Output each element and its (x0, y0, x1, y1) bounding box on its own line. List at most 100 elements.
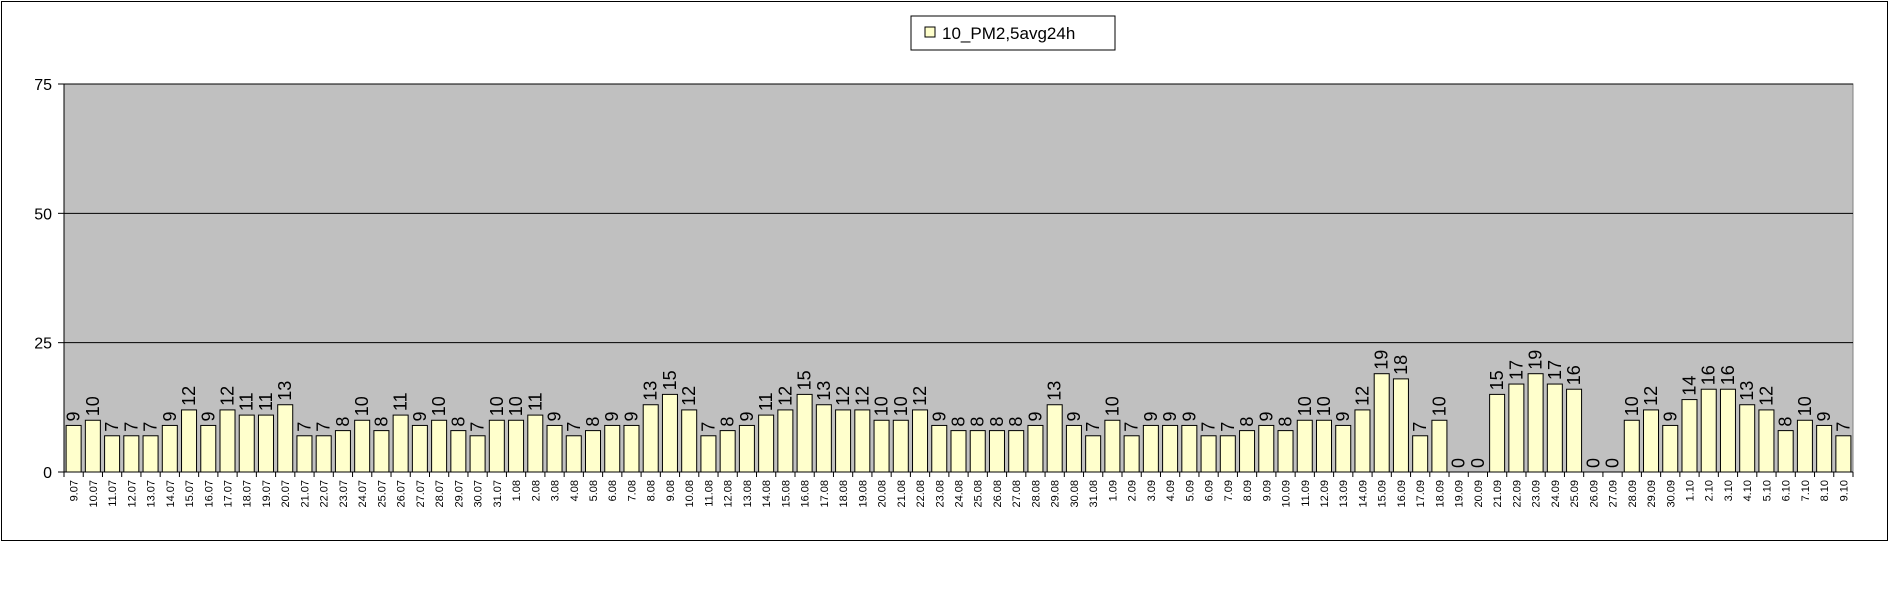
bar (84, 419, 101, 473)
bar (1431, 419, 1448, 473)
bar (1085, 435, 1102, 473)
x-tick-label: 29.07 (453, 480, 465, 508)
bar (700, 435, 717, 473)
bar (892, 419, 909, 473)
data-label: 9 (64, 411, 84, 421)
bar (315, 435, 332, 473)
x-tick-label: 13.08 (742, 480, 754, 508)
bar (1065, 424, 1082, 473)
data-label: 12 (1756, 386, 1776, 406)
data-label: 11 (756, 392, 776, 411)
bar (854, 409, 871, 473)
x-tick-label: 17.09 (1415, 480, 1427, 508)
data-label: 9 (621, 411, 641, 421)
x-tick-label: 1.08 (511, 480, 523, 501)
data-label: 10 (429, 396, 449, 416)
data-label: 8 (448, 417, 468, 427)
data-label: 12 (833, 386, 853, 406)
x-tick-label: 20.07 (280, 480, 292, 508)
x-tick-label: 21.07 (299, 480, 311, 508)
x-tick-label: 28.09 (1627, 480, 1639, 508)
data-label: 8 (968, 417, 988, 427)
bar (65, 424, 82, 473)
x-tick-label: 8.10 (1819, 480, 1831, 501)
bar (758, 414, 775, 473)
data-label: 10 (83, 396, 103, 416)
data-label: 10 (1622, 396, 1642, 416)
data-label: 9 (1141, 411, 1161, 421)
data-label: 9 (1333, 411, 1353, 421)
x-tick-label: 19.09 (1454, 480, 1466, 508)
x-tick-label: 6.08 (607, 480, 619, 501)
x-tick-label: 16.07 (203, 480, 215, 508)
legend: 10_PM2,5avg24h (910, 15, 1116, 51)
bar (1123, 435, 1140, 473)
bar (1527, 373, 1544, 473)
x-tick-label: 27.09 (1608, 480, 1620, 508)
y-tick-label: 25 (34, 336, 52, 353)
bar (1008, 430, 1025, 473)
x-tick-label: 1.10 (1684, 480, 1696, 501)
x-tick-label: 18.09 (1434, 480, 1446, 508)
bar (1258, 424, 1275, 473)
data-label: 9 (410, 411, 430, 421)
y-axis-ticks: 0 25 50 75 (34, 77, 64, 482)
x-tick-label: 7.08 (626, 480, 638, 501)
x-tick-label: 20.09 (1473, 480, 1485, 508)
bar (1739, 404, 1756, 473)
data-label: 8 (583, 417, 603, 427)
bar (1758, 409, 1775, 473)
bar (181, 409, 198, 473)
x-tick-label: 19.07 (261, 480, 273, 508)
x-tick-label: 17.08 (819, 480, 831, 508)
bar (277, 404, 294, 473)
x-tick-label: 10.07 (88, 480, 100, 508)
data-label: 9 (1025, 411, 1045, 421)
bar (161, 424, 178, 473)
x-tick-label: 12.08 (723, 480, 735, 508)
bar (565, 435, 582, 473)
y-tick-label: 50 (34, 206, 52, 223)
data-label: 12 (218, 386, 238, 406)
data-label: 9 (1256, 411, 1276, 421)
data-label: 12 (179, 386, 199, 406)
x-tick-label: 2.09 (1127, 480, 1139, 501)
data-label: 18 (1391, 355, 1411, 375)
bar (1643, 409, 1660, 473)
data-label: 16 (1564, 365, 1584, 385)
bar (104, 435, 121, 473)
x-tick-label: 29.08 (1050, 480, 1062, 508)
x-tick-label: 4.08 (569, 480, 581, 501)
plot-area (63, 83, 1854, 473)
x-tick-label: 7.10 (1800, 480, 1812, 501)
x-tick-label: 4.10 (1742, 480, 1754, 501)
x-tick-label: 3.08 (550, 480, 562, 501)
bar (777, 409, 794, 473)
bar (1662, 424, 1679, 473)
data-label: 9 (929, 411, 949, 421)
data-label: 7 (1122, 422, 1142, 432)
x-tick-label: 18.08 (838, 480, 850, 508)
data-label: 9 (1160, 411, 1180, 421)
data-label: 9 (602, 411, 622, 421)
bar (1296, 419, 1313, 473)
x-tick-label: 28.08 (1030, 480, 1042, 508)
data-label: 16 (1718, 365, 1738, 385)
x-tick-label: 5.08 (588, 480, 600, 501)
x-tick-label: 12.07 (126, 480, 138, 508)
bar (950, 430, 967, 473)
bar (1700, 388, 1717, 473)
x-tick-label: 27.08 (1011, 480, 1023, 508)
bar (969, 430, 986, 473)
data-label: 15 (795, 370, 815, 390)
x-tick-label: 17.07 (223, 480, 235, 508)
x-tick-label: 8.09 (1242, 480, 1254, 501)
bar (1816, 424, 1833, 473)
bar (1277, 430, 1294, 473)
data-label: 7 (698, 422, 718, 432)
data-label: 10 (1314, 396, 1334, 416)
x-tick-label: 29.09 (1646, 480, 1658, 508)
bar (1546, 383, 1563, 473)
data-label: 10 (1795, 396, 1815, 416)
